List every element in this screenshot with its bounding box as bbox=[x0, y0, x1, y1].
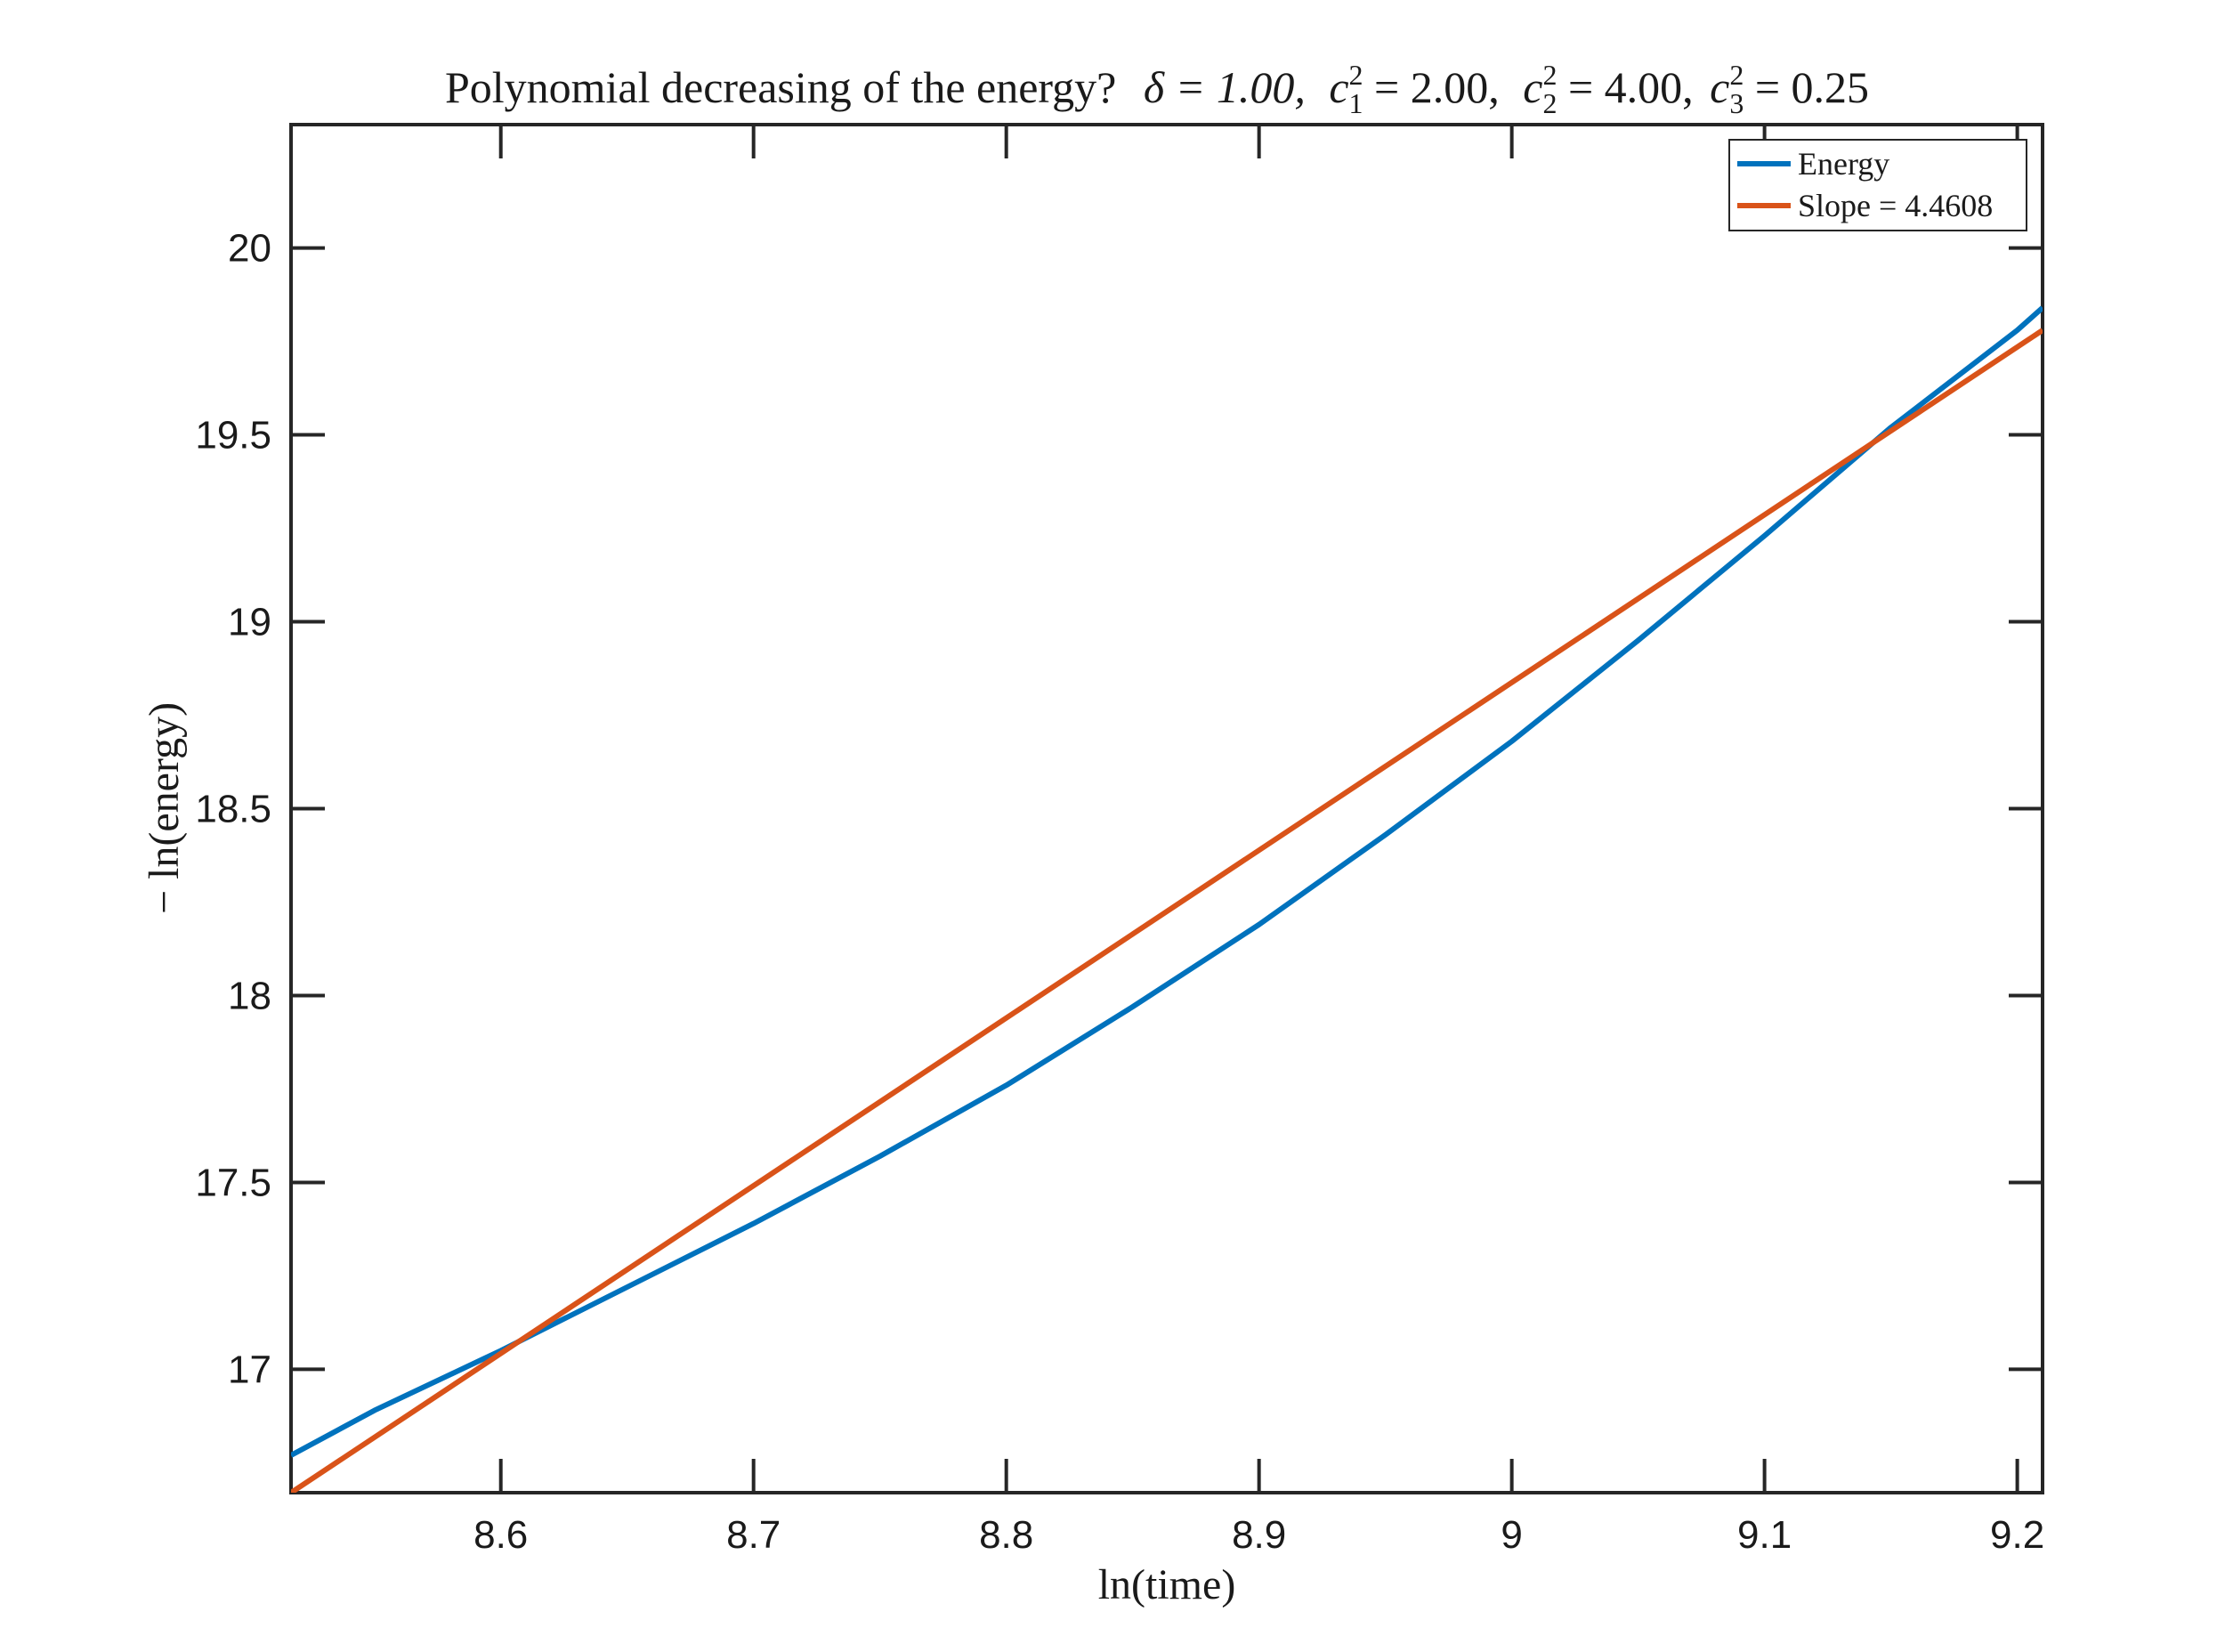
y-tick-label: 17.5 bbox=[195, 1161, 271, 1204]
y-tick-label: 18 bbox=[228, 974, 271, 1017]
x-tick-label: 9.1 bbox=[1737, 1513, 1792, 1557]
y-tick-label: 18.5 bbox=[195, 788, 271, 831]
series-line-slope bbox=[291, 328, 2043, 1493]
x-tick-label: 9 bbox=[1501, 1513, 1522, 1557]
title-c3: c bbox=[1710, 62, 1729, 112]
legend-label-energy: Energy bbox=[1798, 146, 1889, 182]
tick-labels: 8.6 8.7 8.8 8.9 9 9.1 9.2 17 17.5 18 18.5 19 19.5 20 bbox=[195, 227, 2044, 1557]
title-c1-sub: 1 bbox=[1349, 87, 1363, 119]
title-main: Polynomial decreasing of the energy? bbox=[445, 62, 1116, 112]
legend-box bbox=[1728, 139, 2027, 231]
title-c2-sup: 2 bbox=[1542, 59, 1557, 91]
legend-label-slope: Slope = 4.4608 bbox=[1798, 188, 1993, 223]
title-c3-sub: 3 bbox=[1729, 87, 1744, 119]
title-c1-sup: 2 bbox=[1349, 59, 1363, 91]
y-tick-label: 19 bbox=[228, 601, 271, 644]
y-tick-label: 20 bbox=[228, 227, 271, 271]
y-tick-label: 19.5 bbox=[195, 414, 271, 458]
x-tick-label: 9.2 bbox=[1990, 1513, 2044, 1557]
title-c2-sub: 2 bbox=[1542, 87, 1557, 119]
x-tick-label: 8.7 bbox=[726, 1513, 781, 1557]
plot-area bbox=[289, 123, 2044, 1494]
legend: Energy Slope = 4.4608 bbox=[1728, 139, 2027, 231]
title-c1-rest: = 2.00, bbox=[1363, 62, 1500, 112]
title-c3-rest: = 0.25 bbox=[1744, 62, 1869, 112]
x-axis-label: ln(time) bbox=[1098, 1561, 1236, 1608]
title-c2: c bbox=[1523, 62, 1542, 112]
title-c1: c bbox=[1329, 62, 1348, 112]
y-tick-label: 17 bbox=[228, 1348, 271, 1391]
x-tick-label: 8.9 bbox=[1232, 1513, 1286, 1557]
y-axis-label: − ln(energy) bbox=[141, 702, 188, 914]
chart-title: Polynomial decreasing of the energy? δ =… bbox=[445, 59, 1869, 119]
x-tick-label: 8.8 bbox=[979, 1513, 1033, 1557]
title-delta: δ = 1.00, bbox=[1144, 62, 1306, 112]
title-c3-sup: 2 bbox=[1729, 59, 1744, 91]
series-line-energy bbox=[291, 305, 2043, 1458]
title-c2-rest: = 4.00, bbox=[1557, 62, 1693, 112]
x-tick-label: 8.6 bbox=[473, 1513, 528, 1557]
